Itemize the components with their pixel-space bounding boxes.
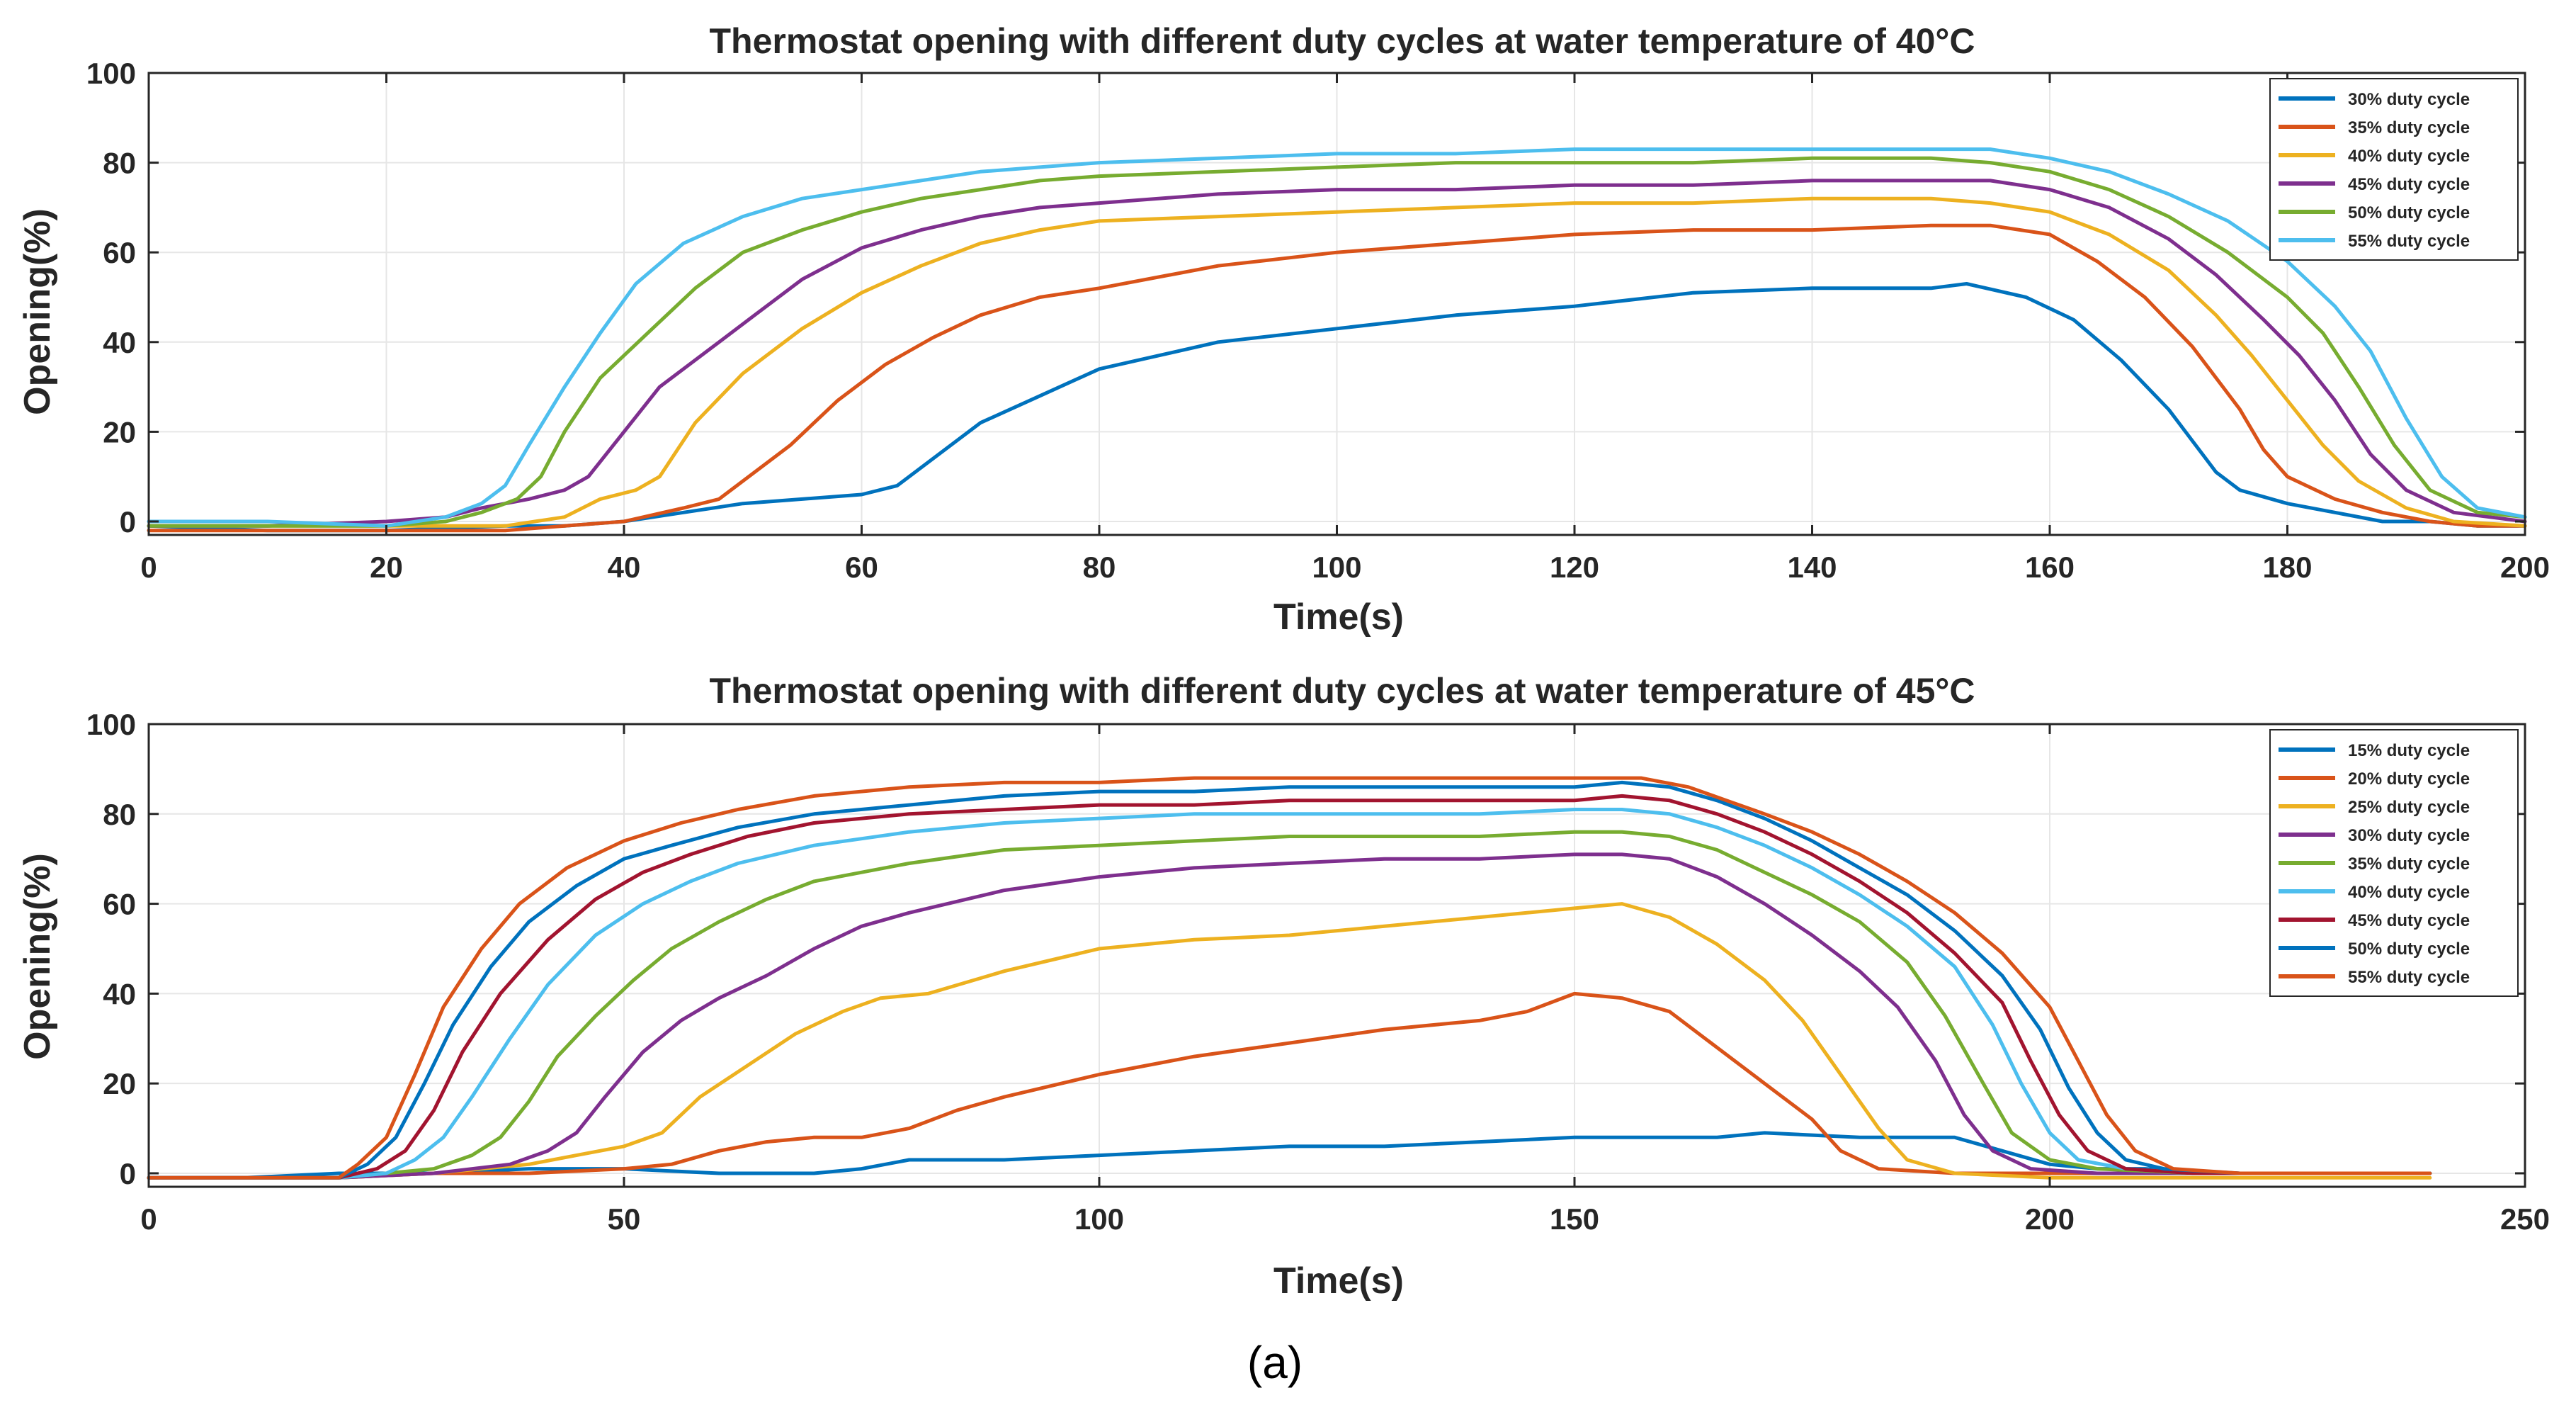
x-tick-label: 80 xyxy=(1083,551,1116,584)
x-tick-label: 160 xyxy=(2025,551,2075,584)
series-line xyxy=(147,780,2432,1180)
axes-frame xyxy=(147,723,2526,1188)
y-tick-label: 60 xyxy=(103,888,136,921)
y-axis-label: Opening(%) xyxy=(17,853,58,1060)
y-tick-label: 40 xyxy=(103,326,136,359)
legend-label: 30% duty cycle xyxy=(2348,826,2470,845)
figure-caption: (a) xyxy=(1247,1337,1303,1388)
legend-label: 35% duty cycle xyxy=(2348,118,2470,137)
x-tick-label: 150 xyxy=(1550,1202,1599,1236)
chart-40c: 0 20 40 60 80 100 120 140 160 180 200 0 20 40 60 80 100 3… xyxy=(17,21,2550,638)
legend-label: 45% duty cycle xyxy=(2348,175,2470,194)
chart-45c: 0 50 100 150 200 250 0 20 40 60 80 100 15% duty cycl… xyxy=(17,671,2550,1302)
legend-label: 55% duty cycle xyxy=(2348,968,2470,987)
legend-label: 50% duty cycle xyxy=(2348,203,2470,222)
x-tick-label: 0 xyxy=(140,551,157,584)
chart-title: Thermostat opening with different duty c… xyxy=(709,21,1975,61)
y-tick-label: 100 xyxy=(86,708,136,741)
x-tick-label: 50 xyxy=(608,1202,641,1236)
x-tick-label: 100 xyxy=(1312,551,1361,584)
y-tick-label: 0 xyxy=(120,1157,136,1190)
series-line xyxy=(147,179,2527,528)
y-tick-label: 100 xyxy=(86,57,136,90)
series-line xyxy=(147,991,2432,1180)
y-axis-label: Opening(%) xyxy=(17,208,58,415)
y-tick-label: 60 xyxy=(103,236,136,269)
legend-box xyxy=(2269,78,2519,261)
y-tick-label: 80 xyxy=(103,798,136,831)
legend-label: 40% duty cycle xyxy=(2348,147,2470,166)
x-axis-label: Time(s) xyxy=(1273,1260,1404,1302)
chart-title: Thermostat opening with different duty c… xyxy=(709,671,1975,711)
series-line xyxy=(147,147,2527,528)
x-tick-label: 180 xyxy=(2262,551,2312,584)
x-tick-label: 40 xyxy=(608,551,641,584)
x-tick-label: 200 xyxy=(2025,1202,2075,1236)
x-tick-label: 0 xyxy=(140,1202,157,1236)
x-tick-label: 60 xyxy=(845,551,878,584)
x-tick-label: 140 xyxy=(1787,551,1837,584)
series-line xyxy=(147,808,2432,1180)
y-tick-label: 80 xyxy=(103,147,136,180)
y-tick-label: 0 xyxy=(120,505,136,538)
series-line xyxy=(147,776,2432,1180)
x-tick-label: 200 xyxy=(2500,551,2550,584)
series-line xyxy=(147,902,2432,1180)
y-tick-label: 40 xyxy=(103,977,136,1010)
x-tick-label: 120 xyxy=(1550,551,1599,584)
legend-label: 20% duty cycle xyxy=(2348,769,2470,789)
legend-label: 50% duty cycle xyxy=(2348,940,2470,959)
legend-label: 15% duty cycle xyxy=(2348,741,2470,760)
plot-area xyxy=(149,724,2525,1187)
series-line xyxy=(147,282,2527,533)
x-tick-label: 250 xyxy=(2500,1202,2550,1236)
series-line xyxy=(147,852,2432,1180)
series-line xyxy=(147,830,2432,1180)
legend-label: 25% duty cycle xyxy=(2348,798,2470,817)
legend-label: 40% duty cycle xyxy=(2348,883,2470,902)
series-line xyxy=(147,196,2527,528)
x-tick-label: 100 xyxy=(1074,1202,1124,1236)
y-tick-label: 20 xyxy=(103,1067,136,1100)
series-line xyxy=(147,794,2432,1180)
series-line xyxy=(147,156,2527,528)
legend-label: 55% duty cycle xyxy=(2348,232,2470,251)
x-tick-label: 20 xyxy=(370,551,403,584)
legend-label: 45% duty cycle xyxy=(2348,911,2470,930)
legend-label: 30% duty cycle xyxy=(2348,90,2470,109)
series-line xyxy=(147,223,2527,533)
y-tick-label: 20 xyxy=(103,415,136,448)
legend-label: 35% duty cycle xyxy=(2348,854,2470,874)
x-axis-label: Time(s) xyxy=(1273,597,1404,638)
